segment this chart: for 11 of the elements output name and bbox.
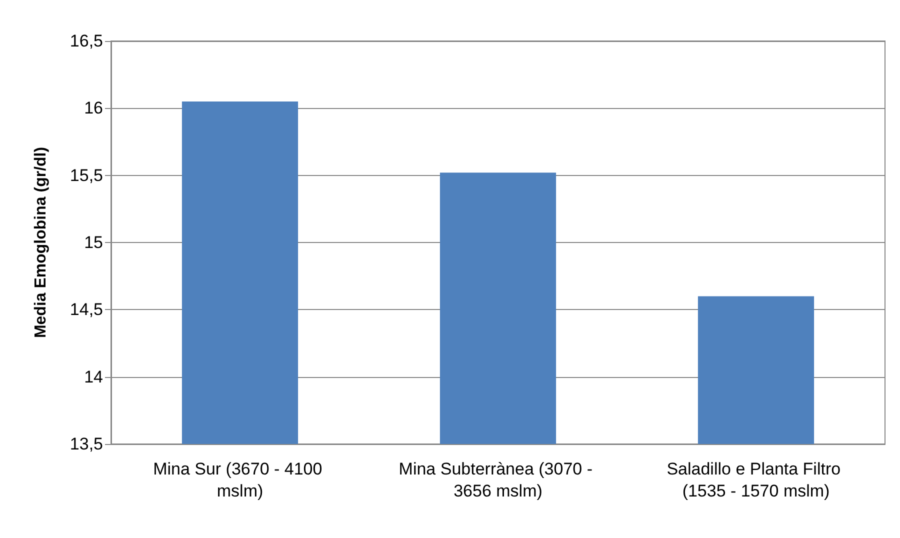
x-tick-label: Mina Subterrànea (3070 - 3656 mslm)	[398, 460, 598, 500]
y-tick-label: 15	[84, 233, 103, 252]
y-tick-label: 14	[84, 367, 103, 386]
y-tick-label: 16,5	[70, 32, 103, 50]
x-tick-label: Saladillo e Planta Filtro (1535 - 1570 mslm)	[666, 460, 846, 500]
y-tick-label: 13,5	[70, 434, 103, 454]
y-tick-label: 14,5	[70, 300, 103, 320]
y-tick-label: 15,5	[70, 166, 103, 185]
x-tick-label: Mina Sur (3670 - 4100 mslm)	[153, 460, 327, 500]
y-axis-title: Media Emoglobina (gr/dl)	[32, 146, 50, 338]
y-tick-label: 16	[84, 98, 103, 118]
